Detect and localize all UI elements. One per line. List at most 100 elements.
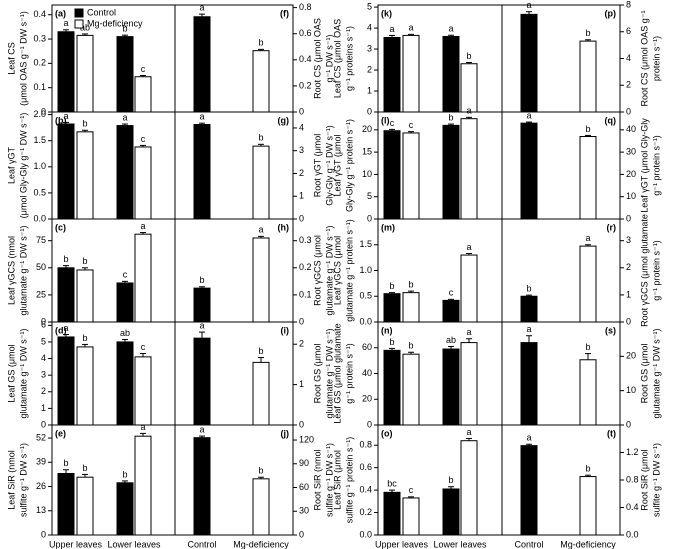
panel-label: (s) — [605, 325, 616, 335]
y-tick-label: 1 — [41, 403, 46, 413]
bar — [134, 356, 152, 426]
significance-letter: a — [526, 110, 531, 120]
panel-frame — [174, 321, 294, 426]
y-tick-label: 90 — [299, 458, 309, 468]
significance-letter: c — [141, 64, 146, 74]
x-tick-label: Mg-deficiency — [560, 539, 616, 549]
significance-letter: a — [258, 225, 263, 235]
y-axis-label: Root GS (μmol — [312, 344, 322, 404]
y-tick-label: 0 — [626, 316, 631, 326]
bar — [383, 130, 401, 220]
significance-letter: b — [82, 333, 87, 343]
x-tick-label: Upper leaves — [375, 539, 429, 549]
y-tick-label: 4 — [626, 53, 631, 63]
significance-letter: b — [63, 458, 68, 468]
bar — [252, 361, 270, 426]
bar — [383, 349, 401, 426]
y-tick-label: 0 — [626, 213, 631, 223]
y-tick-label: 2.0 — [33, 109, 46, 119]
significance-letter: b — [448, 475, 453, 485]
y-tick-label: 0.1 — [299, 289, 312, 299]
y-axis-label: Leaf CS — [6, 42, 16, 75]
y-tick-label: 5 — [367, 191, 372, 201]
panel-frame — [174, 218, 294, 323]
y-tick-label: 0 — [299, 529, 304, 539]
y-tick-label: 0 — [626, 106, 631, 116]
y-tick-label: 0.2 — [33, 58, 46, 68]
significance-letter: a — [140, 221, 145, 231]
significance-letter: b — [82, 256, 87, 266]
y-tick-label: 30 — [299, 506, 309, 516]
y-axis-label: Root SiR (nmol — [312, 449, 322, 510]
significance-letter: b — [466, 51, 471, 61]
y-axis-label: sulfite g⁻¹ DW s⁻¹) — [324, 443, 334, 517]
y-tick-label: 2 — [626, 262, 631, 272]
significance-letter: b — [258, 346, 263, 356]
panel-frame — [501, 424, 621, 536]
significance-letter: a — [408, 23, 413, 33]
y-tick-label: 3 — [41, 370, 46, 380]
panel-label: (i) — [281, 325, 290, 335]
panel-label: (c) — [55, 222, 66, 232]
y-axis-label: Root CS (μmol OAS — [312, 18, 322, 99]
bar — [520, 295, 538, 323]
bar — [579, 476, 597, 536]
significance-letter: b — [408, 341, 413, 351]
y-tick-label: 0.5 — [359, 291, 372, 301]
y-tick-label: 0.6 — [299, 28, 312, 38]
y-tick-label: 4 — [367, 22, 372, 32]
bar — [383, 37, 401, 113]
y-axis-label: g⁻¹ proteins s⁻¹) — [344, 26, 354, 91]
bar — [57, 336, 75, 426]
y-axis-label: Root GS (μmol — [639, 344, 649, 404]
bar — [460, 118, 478, 220]
y-tick-label: 10 — [626, 191, 636, 201]
significance-letter: a — [63, 18, 68, 28]
significance-letter: b — [82, 119, 87, 129]
bar — [520, 122, 538, 220]
y-tick-label: 0 — [41, 316, 46, 326]
x-tick-label: Lower leaves — [433, 539, 487, 549]
y-tick-label: 13 — [36, 505, 46, 515]
bar — [134, 146, 152, 220]
y-tick-label: 60 — [362, 342, 372, 352]
y-tick-label: 0 — [367, 106, 372, 116]
panel-label: (d) — [55, 325, 67, 335]
bar — [116, 341, 134, 426]
bar — [252, 50, 270, 113]
y-tick-label: 1 — [367, 85, 372, 95]
significance-letter: c — [141, 342, 146, 352]
significance-letter: a — [466, 106, 471, 116]
significance-letter: c — [449, 288, 454, 298]
significance-letter: b — [258, 38, 263, 48]
panel-frame — [501, 111, 621, 220]
significance-letter: a — [526, 433, 531, 443]
y-tick-label: 39 — [36, 457, 46, 467]
panel-label: (j) — [281, 428, 290, 438]
bar — [252, 145, 270, 220]
panel-label: (f) — [280, 8, 289, 18]
significance-letter: c — [141, 134, 146, 144]
x-tick-label: Mg-deficiency — [233, 539, 289, 549]
y-tick-label: 40 — [362, 368, 372, 378]
y-axis-label: Leaf γGT (μmol — [332, 134, 342, 196]
panel-frame — [501, 218, 621, 323]
bar — [193, 437, 211, 536]
significance-letter: a — [199, 424, 204, 434]
y-tick-label: 20 — [362, 394, 372, 404]
y-axis-label: Leaf γGT (μmol Gly-Gly — [639, 118, 649, 213]
panel-label: (a) — [55, 8, 66, 18]
bar — [579, 359, 597, 426]
y-tick-label: 1.0 — [33, 161, 46, 171]
y-tick-label: 0.0 — [626, 529, 639, 539]
bar — [579, 245, 597, 323]
bar — [134, 435, 152, 536]
y-tick-label: 0 — [367, 419, 372, 429]
x-tick-label: Lower leaves — [107, 539, 161, 549]
y-tick-label: 0 — [299, 316, 304, 326]
y-tick-label: 8 — [626, 0, 631, 9]
legend-label: Mg-deficiency — [87, 18, 143, 28]
y-tick-label: 1 — [299, 379, 304, 389]
y-tick-label: 1.5 — [359, 239, 372, 249]
significance-letter: b — [258, 133, 263, 143]
